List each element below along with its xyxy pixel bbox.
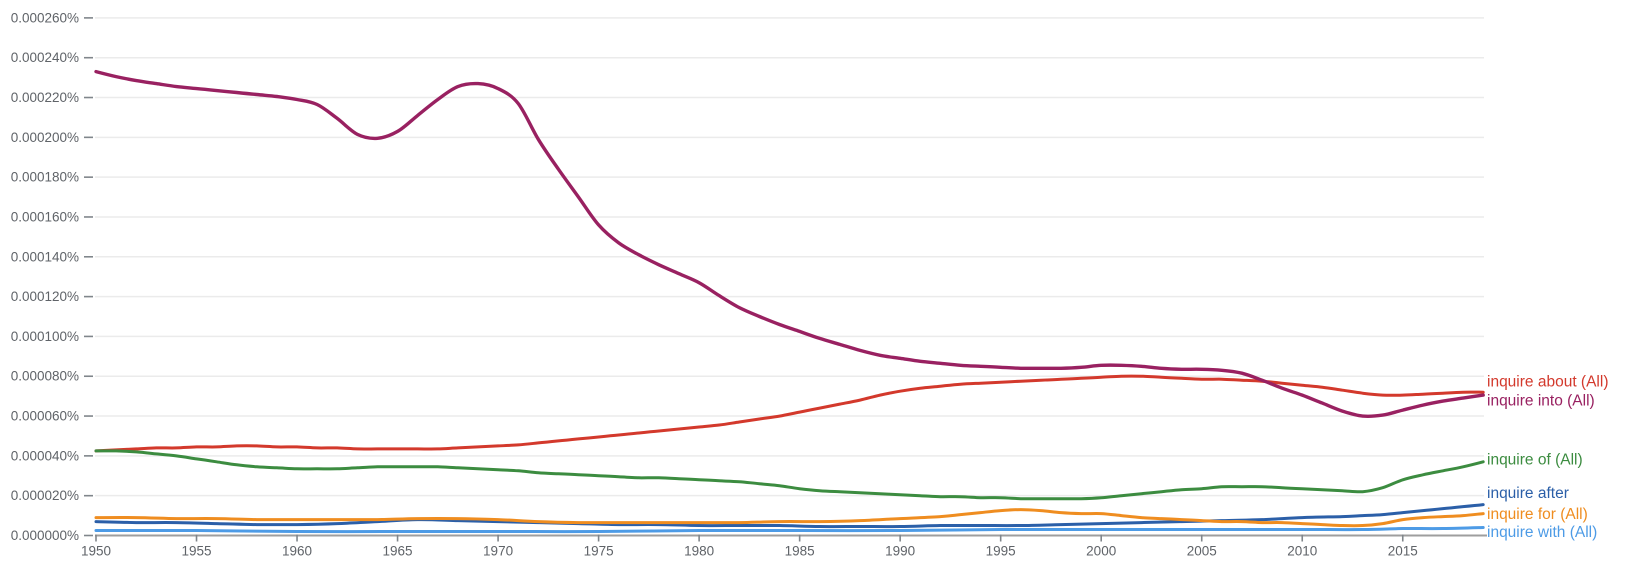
y-axis-label: 0.000040% [11, 448, 79, 463]
y-axis-label: 0.000140% [11, 249, 79, 264]
y-axis-label: 0.000180% [11, 170, 79, 185]
y-axis-label: 0.000100% [11, 329, 79, 344]
x-axis-label: 1970 [483, 544, 513, 559]
y-axis-label: 0.000260% [11, 10, 79, 25]
x-axis-label: 2005 [1187, 544, 1217, 559]
x-axis-label: 1980 [684, 544, 714, 559]
x-axis-label: 1995 [986, 544, 1016, 559]
x-axis-label: 1990 [885, 544, 915, 559]
y-axis-label: 0.000020% [11, 488, 79, 503]
series-line-inquire-with-all[interactable] [94, 526, 1485, 534]
series-line-inquire-for-all[interactable] [94, 508, 1485, 528]
x-axis-label: 1950 [81, 544, 111, 559]
x-axis-label: 1955 [181, 544, 211, 559]
legend-label-inquire-of-all[interactable]: inquire of (All) [1487, 451, 1583, 468]
y-axis-label: 0.000060% [11, 409, 79, 424]
y-axis-label: 0.000200% [11, 130, 79, 145]
y-axis-label: 0.000080% [11, 369, 79, 384]
x-axis-label: 1975 [584, 544, 614, 559]
y-axis-label: 0.000000% [11, 528, 79, 543]
series-line-inquire-after[interactable] [94, 503, 1485, 529]
x-axis-label: 1965 [383, 544, 413, 559]
series-line-inquire-of-all[interactable] [94, 449, 1485, 501]
x-axis-label: 2015 [1388, 544, 1418, 559]
x-axis-label: 2010 [1287, 544, 1317, 559]
legend-label-inquire-with-all[interactable]: inquire with (All) [1487, 524, 1597, 541]
legend-label-inquire-for-all[interactable]: inquire for (All) [1487, 506, 1588, 523]
series-line-inquire-into-all[interactable] [94, 69, 1485, 419]
legend-label-inquire-about-all[interactable]: inquire about (All) [1487, 374, 1608, 391]
series-line-inquire-about-all[interactable] [94, 374, 1485, 453]
x-axis-label: 1960 [282, 544, 312, 559]
x-axis-label: 1985 [785, 544, 815, 559]
y-axis-label: 0.000240% [11, 50, 79, 65]
y-axis-label: 0.000120% [11, 289, 79, 304]
x-axis-label: 2000 [1086, 544, 1116, 559]
y-axis-label: 0.000160% [11, 209, 79, 224]
legend-label-inquire-into-all[interactable]: inquire into (All) [1487, 393, 1595, 410]
y-axis-label: 0.000220% [11, 90, 79, 105]
legend-label-inquire-after[interactable]: inquire after [1487, 485, 1569, 502]
